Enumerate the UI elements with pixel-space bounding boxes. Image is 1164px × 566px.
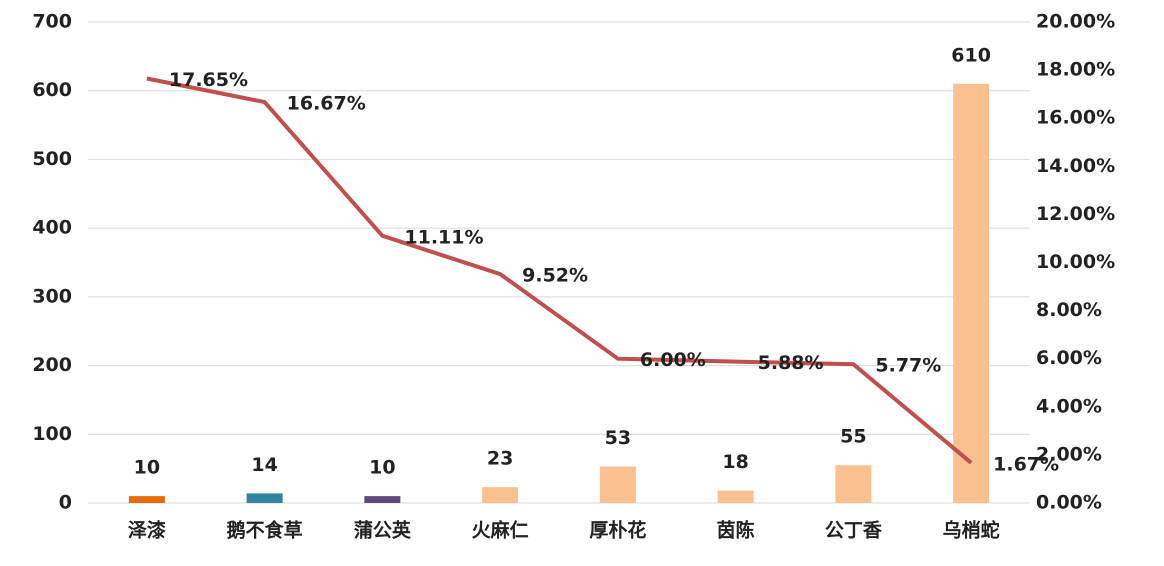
y2-tick-label: 6.00% (1036, 347, 1102, 369)
x-tick-label: 泽漆 (128, 519, 166, 542)
bar (953, 83, 990, 503)
line-value-label: 5.77% (875, 355, 941, 377)
bar (364, 496, 401, 503)
y2-tick-label: 12.00% (1036, 203, 1115, 225)
y2-tick-label: 16.00% (1036, 107, 1115, 129)
bar (246, 493, 283, 503)
x-tick-label: 厚朴花 (589, 519, 646, 542)
y2-tick-label: 4.00% (1036, 395, 1102, 417)
bar-value-label: 18 (722, 451, 748, 473)
line-value-label: 6.00% (640, 349, 706, 371)
bar-value-label: 55 (840, 426, 866, 448)
y2-tick-label: 20.00% (1036, 11, 1115, 33)
bar-value-label: 23 (487, 448, 513, 470)
y2-tick-label: 2.00% (1036, 443, 1102, 465)
y-tick-label: 500 (32, 148, 72, 170)
y2-tick-label: 0.00% (1036, 492, 1102, 514)
bar (835, 465, 872, 503)
y-tick-label: 600 (32, 79, 72, 101)
line-value-label: 16.67% (287, 93, 366, 115)
y-tick-label: 0 (59, 492, 72, 514)
y-tick-label: 200 (32, 354, 72, 376)
y2-tick-label: 18.00% (1036, 59, 1115, 81)
bar (128, 496, 165, 503)
bar (599, 466, 636, 503)
line-value-label: 11.11% (404, 226, 483, 248)
bar (717, 490, 754, 503)
x-tick-label: 蒲公英 (354, 519, 412, 542)
y-tick-label: 100 (32, 423, 72, 445)
bar (482, 487, 519, 503)
line-value-label: 9.52% (522, 265, 588, 287)
y-tick-label: 700 (32, 11, 72, 33)
y-tick-label: 300 (32, 285, 72, 307)
x-tick-label: 公丁香 (825, 520, 883, 542)
bar-value-label: 53 (605, 427, 631, 449)
bar-value-label: 610 (951, 44, 991, 66)
y2-tick-label: 8.00% (1036, 299, 1102, 321)
x-tick-label: 鹅不食草 (227, 519, 303, 542)
line (146, 76, 973, 465)
y-tick-label: 400 (32, 217, 72, 239)
y2-tick-label: 14.00% (1036, 155, 1115, 177)
line-value-label: 5.88% (758, 352, 824, 374)
y2-tick-label: 10.00% (1036, 251, 1115, 273)
bar-value-label: 10 (134, 457, 160, 479)
bar-value-label: 14 (251, 454, 277, 476)
line-value-label: 1.67% (993, 453, 1059, 475)
line-value-label: 17.65% (169, 69, 248, 91)
bar-value-label: 10 (369, 457, 395, 479)
x-tick-label: 乌梢蛇 (943, 519, 1000, 542)
x-tick-label: 火麻仁 (472, 519, 529, 542)
x-tick-label: 茵陈 (717, 519, 755, 542)
